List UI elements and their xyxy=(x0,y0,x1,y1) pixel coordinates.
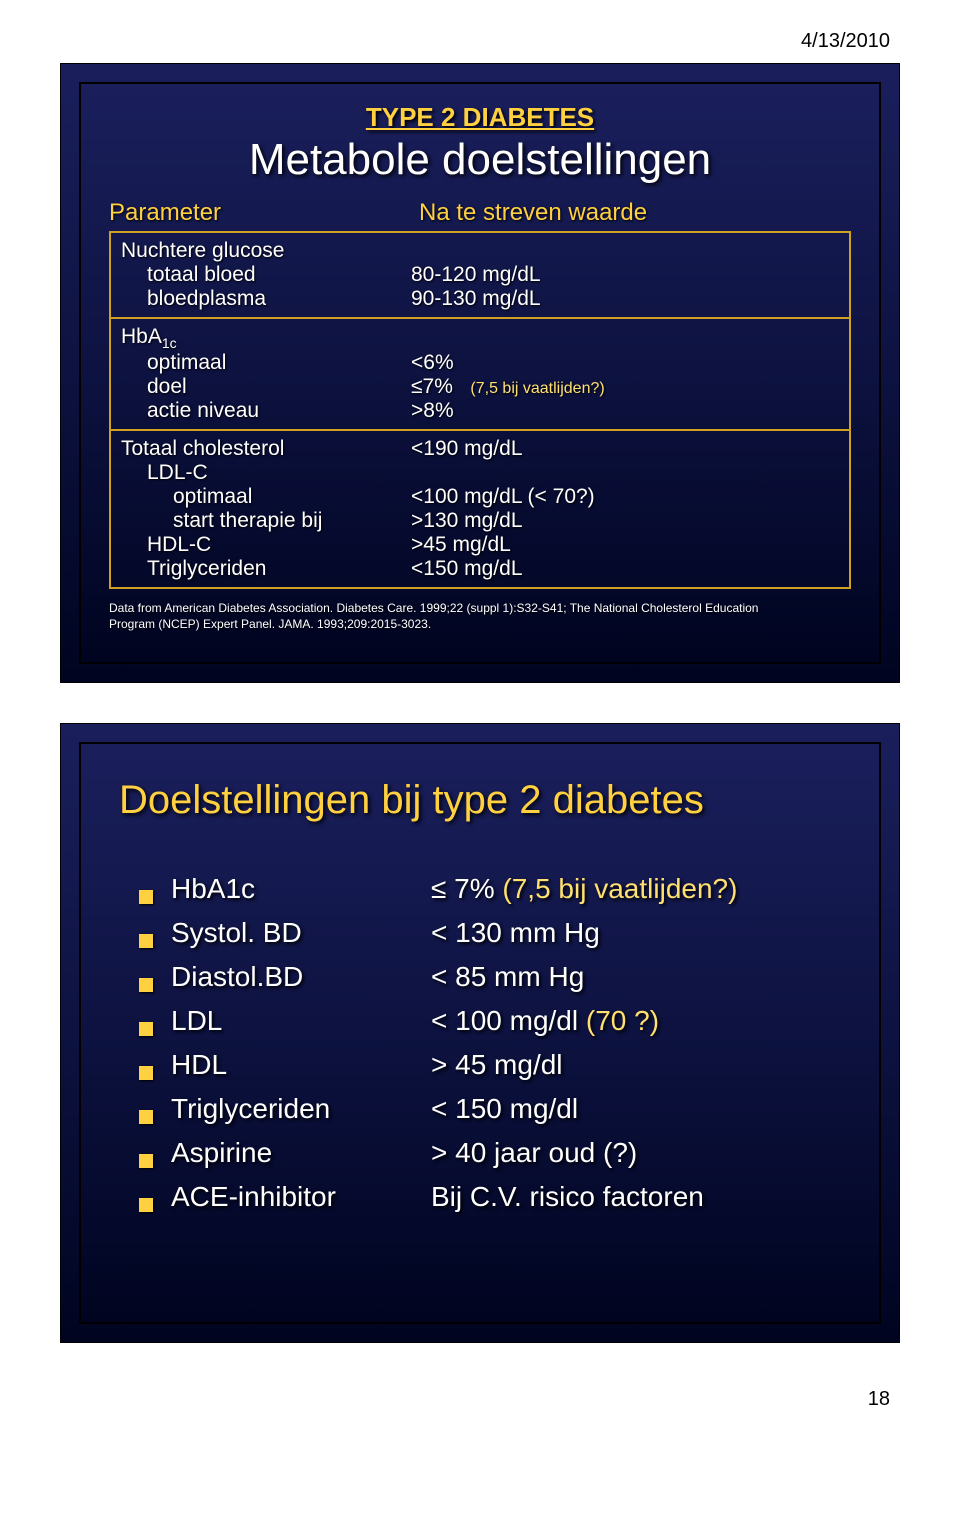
bullet-icon xyxy=(139,1066,153,1080)
r2-lbl: Diastol.BD xyxy=(171,961,431,993)
r4-lbl: HDL xyxy=(171,1049,431,1081)
b2-r2-l: optimaal xyxy=(121,351,411,375)
bullet-icon xyxy=(139,890,153,904)
r6-lbl: Aspirine xyxy=(171,1137,431,1169)
b2-r3-v: ≤7% (7,5 bij vaatlijden?) xyxy=(411,375,839,399)
slide-1-inner: TYPE 2 DIABETES Metabole doelstellingen … xyxy=(79,82,881,664)
slide-2-container: Doelstellingen bij type 2 diabetes HbA1c… xyxy=(0,723,960,1383)
slide2-row-2: Diastol.BD< 85 mm Hg xyxy=(139,961,851,993)
b3-r3-v: <100 mg/dL (< 70?) xyxy=(411,485,839,509)
slide1-header-row: Parameter Na te streven waarde xyxy=(109,199,851,227)
r1-val: < 130 mm Hg xyxy=(431,917,600,949)
r0-val: ≤ 7% (7,5 bij vaatlijden?) xyxy=(431,873,737,905)
bullet-icon xyxy=(139,934,153,948)
b1-r2-l: totaal bloed xyxy=(121,263,411,287)
slide1-footer-line1: Data from American Diabetes Association.… xyxy=(109,601,851,617)
r3-val: < 100 mg/dl (70 ?) xyxy=(431,1005,659,1037)
b2-r3-l: doel xyxy=(121,375,411,399)
slide1-header-col2: Na te streven waarde xyxy=(419,199,647,227)
r1-lbl: Systol. BD xyxy=(171,917,431,949)
bullet-icon xyxy=(139,978,153,992)
slide1-block1: Nuchtere glucose totaal bloed80-120 mg/d… xyxy=(111,233,849,317)
slide2-row-3: LDL< 100 mg/dl (70 ?) xyxy=(139,1005,851,1037)
page-date: 4/13/2010 xyxy=(0,0,960,63)
r0-lbl: HbA1c xyxy=(171,873,431,905)
bullet-icon xyxy=(139,1110,153,1124)
slide1-table: Nuchtere glucose totaal bloed80-120 mg/d… xyxy=(109,231,851,589)
r5-val: < 150 mg/dl xyxy=(431,1093,578,1125)
b3-r6-v: <150 mg/dL xyxy=(411,557,839,581)
r3-lbl: LDL xyxy=(171,1005,431,1037)
r7-val: Bij C.V. risico factoren xyxy=(431,1181,704,1213)
r7-lbl: ACE-inhibitor xyxy=(171,1181,431,1213)
bullet-icon xyxy=(139,1154,153,1168)
r6-val: > 40 jaar oud (?) xyxy=(431,1137,637,1169)
bullet-icon xyxy=(139,1022,153,1036)
slide2-row-4: HDL> 45 mg/dl xyxy=(139,1049,851,1081)
b3-r5-v: >45 mg/dL xyxy=(411,533,839,557)
slide1-header-col1: Parameter xyxy=(109,199,419,227)
b2-r4-l: actie niveau xyxy=(121,399,411,423)
b2-r1-l: HbA1c xyxy=(121,325,411,351)
page-number: 18 xyxy=(0,1383,960,1431)
slide2-row-1: Systol. BD< 130 mm Hg xyxy=(139,917,851,949)
slide2-list: HbA1c≤ 7% (7,5 bij vaatlijden?) Systol. … xyxy=(109,873,851,1213)
r5-lbl: Triglyceriden xyxy=(171,1093,431,1125)
b3-r1-v: <190 mg/dL xyxy=(411,437,839,461)
slide1-title-large: Metabole doelstellingen xyxy=(109,135,851,185)
slide2-title: Doelstellingen bij type 2 diabetes xyxy=(119,778,851,823)
slide2-row-6: Aspirine > 40 jaar oud (?) xyxy=(139,1137,851,1169)
b1-r3-v: 90-130 mg/dL xyxy=(411,287,839,311)
b3-r6-l: Triglyceriden xyxy=(121,557,411,581)
b1-r3-l: bloedplasma xyxy=(121,287,411,311)
b2-r2-v: <6% xyxy=(411,351,839,375)
slide1-block3: Totaal cholesterol<190 mg/dL LDL-C optim… xyxy=(111,429,849,587)
slide1-footer: Data from American Diabetes Association.… xyxy=(109,601,851,632)
r2-val: < 85 mm Hg xyxy=(431,961,584,993)
b3-r2-l: LDL-C xyxy=(121,461,411,485)
slide1-block2: HbA1c optimaal<6% doel≤7% (7,5 bij vaatl… xyxy=(111,317,849,429)
slide-1: TYPE 2 DIABETES Metabole doelstellingen … xyxy=(60,63,900,683)
slide2-row-5: Triglyceriden< 150 mg/dl xyxy=(139,1093,851,1125)
b3-r4-l: start therapie bij xyxy=(121,509,411,533)
b3-r4-v: >130 mg/dL xyxy=(411,509,839,533)
slide2-row-0: HbA1c≤ 7% (7,5 bij vaatlijden?) xyxy=(139,873,851,905)
slide-1-container: TYPE 2 DIABETES Metabole doelstellingen … xyxy=(0,63,960,723)
b2-r4-v: >8% xyxy=(411,399,839,423)
b3-r3-l: optimaal xyxy=(121,485,411,509)
slide-2: Doelstellingen bij type 2 diabetes HbA1c… xyxy=(60,723,900,1343)
b1-r2-v: 80-120 mg/dL xyxy=(411,263,839,287)
slide1-title-small: TYPE 2 DIABETES xyxy=(109,102,851,133)
bullet-icon xyxy=(139,1198,153,1212)
b1-r1-l: Nuchtere glucose xyxy=(121,239,411,263)
slide1-footer-line2: Program (NCEP) Expert Panel. JAMA. 1993;… xyxy=(109,617,851,633)
b3-r1-l: Totaal cholesterol xyxy=(121,437,411,461)
slide-2-inner: Doelstellingen bij type 2 diabetes HbA1c… xyxy=(79,742,881,1324)
b3-r5-l: HDL-C xyxy=(121,533,411,557)
r4-val: > 45 mg/dl xyxy=(431,1049,563,1081)
slide2-row-7: ACE-inhibitor Bij C.V. risico factoren xyxy=(139,1181,851,1213)
